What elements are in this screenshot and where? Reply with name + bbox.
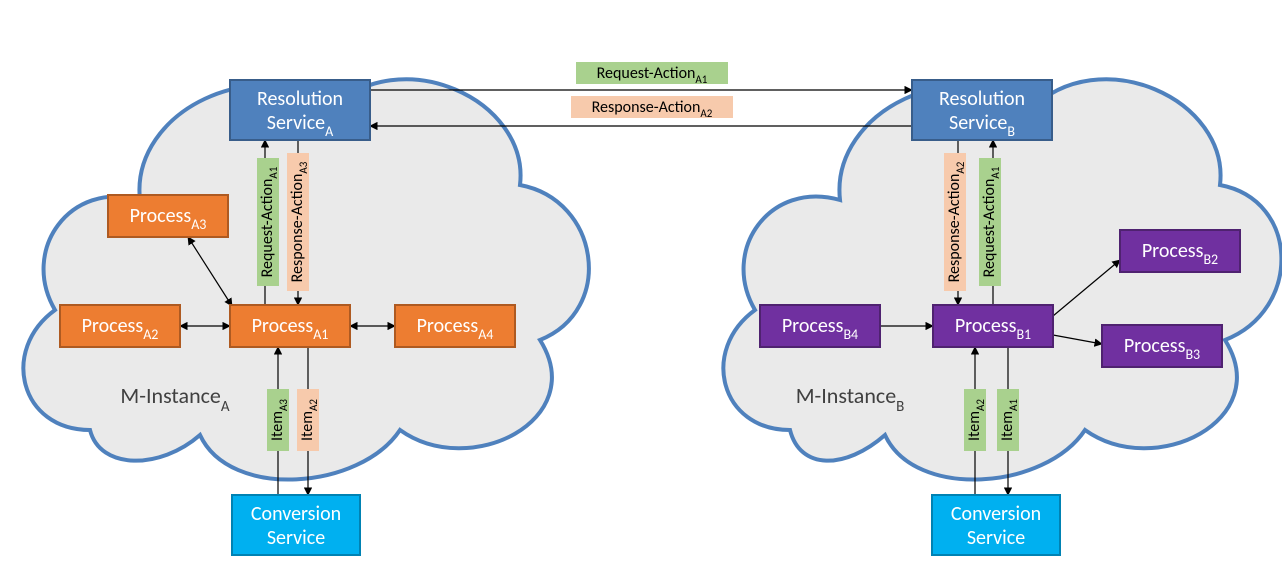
box-convA-line1: Conversion bbox=[251, 502, 341, 526]
box-convA-line2: Service bbox=[267, 526, 325, 550]
box-B2: ProcessB2 bbox=[1120, 230, 1240, 272]
flow-label-text-reqA1_top: Request-ActionA1 bbox=[597, 64, 708, 86]
flow-label-itemA3: ItemA3 bbox=[267, 389, 290, 451]
box-A2: ProcessA2 bbox=[60, 305, 180, 347]
box-resB-line1: Resolution bbox=[939, 87, 1025, 111]
flow-label-text-respA2_top: Response-ActionA2 bbox=[592, 98, 713, 120]
box-convB-line1: Conversion bbox=[951, 502, 1041, 526]
flow-label-itemB_A1: ItemA1 bbox=[997, 389, 1020, 451]
box-B3: ProcessB3 bbox=[1102, 325, 1222, 367]
architecture-diagram: Request-ActionA1 Response-ActionA2 Reques… bbox=[0, 0, 1282, 571]
flow-label-text-reqA_left: Request-ActionA1 bbox=[258, 166, 280, 277]
flow-label-reqB_right: Request-ActionA1 bbox=[979, 158, 1002, 286]
box-B4: ProcessB4 bbox=[760, 305, 880, 347]
box-B1: ProcessB1 bbox=[933, 305, 1053, 347]
flow-label-reqA1_top: Request-ActionA1 bbox=[576, 62, 728, 86]
flow-label-text-respA_left: Response-ActionA3 bbox=[288, 161, 310, 282]
box-convB-line2: Service bbox=[967, 526, 1025, 550]
flow-label-itemB_A2: ItemA2 bbox=[964, 389, 987, 451]
box-resA: ResolutionServiceA bbox=[230, 80, 370, 140]
flow-label-text-reqB_right: Request-ActionA1 bbox=[980, 166, 1002, 277]
box-resA-line1: Resolution bbox=[257, 87, 343, 111]
box-A3: ProcessA3 bbox=[108, 195, 228, 237]
flow-label-respB_left: Response-ActionA2 bbox=[944, 153, 967, 291]
flow-label-respA2_top: Response-ActionA2 bbox=[571, 96, 733, 120]
flow-label-respA_left: Response-ActionA3 bbox=[287, 153, 310, 291]
flow-label-itemA2: ItemA2 bbox=[297, 389, 320, 451]
box-resB: ResolutionServiceB bbox=[912, 80, 1052, 140]
box-convA: ConversionService bbox=[232, 495, 360, 555]
flow-label-text-respB_left: Response-ActionA2 bbox=[945, 161, 967, 282]
box-A4: ProcessA4 bbox=[395, 305, 515, 347]
flow-label-reqA_left: Request-ActionA1 bbox=[257, 158, 280, 286]
box-convB: ConversionService bbox=[932, 495, 1060, 555]
box-A1: ProcessA1 bbox=[230, 305, 350, 347]
